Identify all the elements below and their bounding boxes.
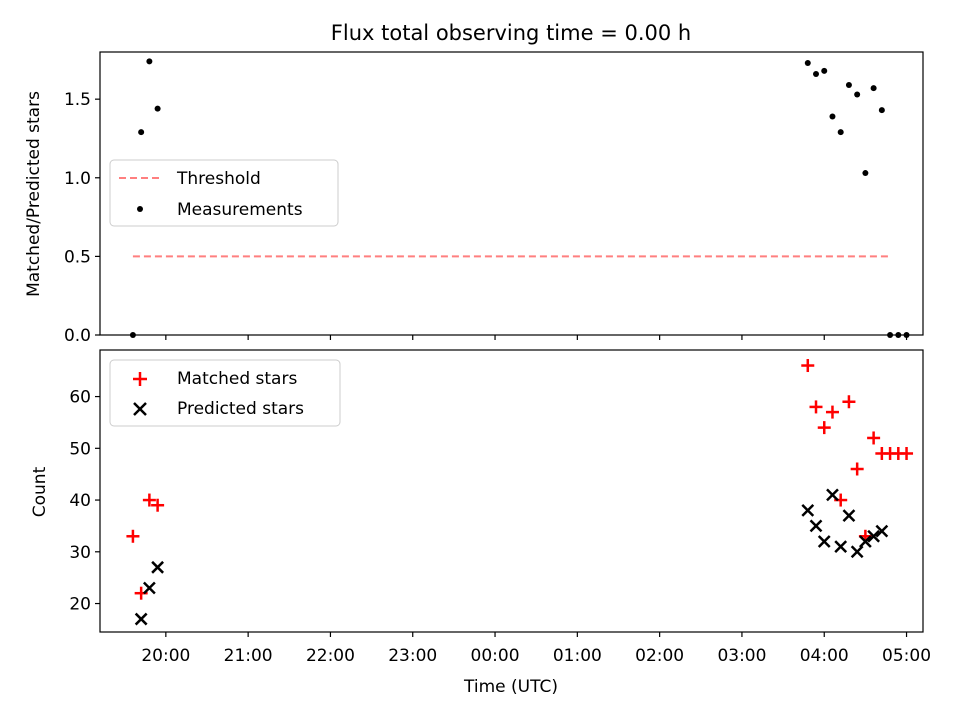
bottom-y-axis-label: Count (30, 466, 50, 517)
matched-star-point (817, 421, 831, 435)
top-y-tick-label: 0.5 (64, 247, 91, 267)
x-tick-label: 03:00 (717, 646, 766, 666)
top-legend-frame (109, 159, 339, 227)
top-plot-area (129, 58, 910, 338)
bottom-y-tick-label: 20 (69, 595, 91, 615)
top-axes-frame (99, 51, 924, 336)
x-tick-label: 22:00 (306, 646, 355, 666)
legend-measurements-swatch (137, 206, 143, 212)
measurement-point (829, 113, 836, 120)
bottom-legend-frame (109, 359, 341, 427)
predicted-star-point (142, 581, 156, 595)
predicted-star-point (809, 519, 823, 533)
bottom-y-tick-label: 30 (69, 543, 91, 563)
x-tick-label: 01:00 (553, 646, 602, 666)
top-y-tick-label: 1.5 (64, 90, 91, 110)
matched-star-point (825, 405, 839, 419)
bottom-y-tick-label: 50 (69, 439, 91, 459)
measurement-point (837, 129, 844, 136)
measurement-point (845, 82, 852, 89)
measurement-point (804, 60, 811, 67)
legend-matched-swatch (133, 372, 147, 386)
matched-star-point (842, 395, 856, 409)
top-legend: Threshold Measurements (109, 159, 339, 227)
legend-matched-label: Matched stars (177, 369, 297, 389)
top-axis-ticks: 0.0 0.5 1.0 1.5 (64, 90, 908, 346)
predicted-star-point (859, 535, 872, 548)
predicted-star-point (817, 535, 831, 548)
measurement-point (870, 85, 877, 92)
bottom-legend: Matched stars Predicted stars (109, 359, 341, 427)
matched-star-point (867, 431, 881, 445)
matched-star-point (809, 400, 823, 414)
measurement-point (862, 170, 869, 177)
legend-measurements-label: Measurements (177, 200, 303, 220)
measurement-point (878, 107, 885, 114)
matched-star-point (850, 462, 864, 476)
top-y-axis-label: Matched/Predicted stars (24, 91, 44, 297)
predicted-star-point (834, 540, 848, 554)
predicted-star-point (801, 504, 815, 517)
predicted-star-point (850, 545, 864, 559)
bottom-plot-area (126, 359, 914, 626)
measurement-point (821, 67, 828, 74)
x-tick-label: 20:00 (141, 646, 190, 666)
matched-star-point (151, 498, 165, 512)
x-tick-label: 04:00 (800, 646, 849, 666)
matched-star-point (126, 529, 140, 543)
measurement-point (813, 71, 820, 78)
bottom-axis-ticks: 20 30 40 50 60 20:00 21:00 22:00 23:00 00:00 01:00… (69, 388, 931, 666)
top-y-tick-label: 1.0 (64, 169, 91, 189)
x-tick-label: 05:00 (882, 646, 931, 666)
predicted-star-point (826, 488, 839, 502)
bottom-panel: Count Time (UTC) 20 30 40 50 60 20:00 21:00 22:… (30, 349, 931, 697)
measurement-point (138, 129, 145, 136)
bottom-y-tick-label: 60 (69, 388, 91, 408)
measurement-point (146, 58, 153, 65)
predicted-star-point (875, 524, 889, 538)
bottom-axes-frame (99, 349, 924, 633)
x-tick-label: 23:00 (388, 646, 437, 666)
chart-title: Flux total observing time = 0.00 h (331, 21, 691, 45)
measurement-point (854, 91, 861, 98)
top-y-tick-label: 0.0 (64, 326, 91, 346)
x-tick-label: 02:00 (635, 646, 684, 666)
legend-predicted-label: Predicted stars (177, 399, 304, 419)
predicted-star-point (134, 612, 148, 626)
top-panel: Flux total observing time = 0.00 h Match… (24, 21, 924, 346)
x-tick-label: 21:00 (224, 646, 273, 666)
x-tick-label: 00:00 (471, 646, 520, 666)
matched-star-point (900, 446, 914, 460)
measurement-point (154, 105, 161, 112)
legend-threshold-label: Threshold (176, 169, 261, 189)
matched-star-point (801, 359, 815, 373)
bottom-y-tick-label: 40 (69, 491, 91, 511)
predicted-star-point (867, 529, 881, 543)
predicted-star-point (842, 509, 856, 522)
x-axis-label: Time (UTC) (463, 677, 558, 697)
legend-predicted-swatch (133, 402, 147, 416)
matched-star-point (142, 493, 156, 507)
predicted-star-point (151, 560, 164, 574)
